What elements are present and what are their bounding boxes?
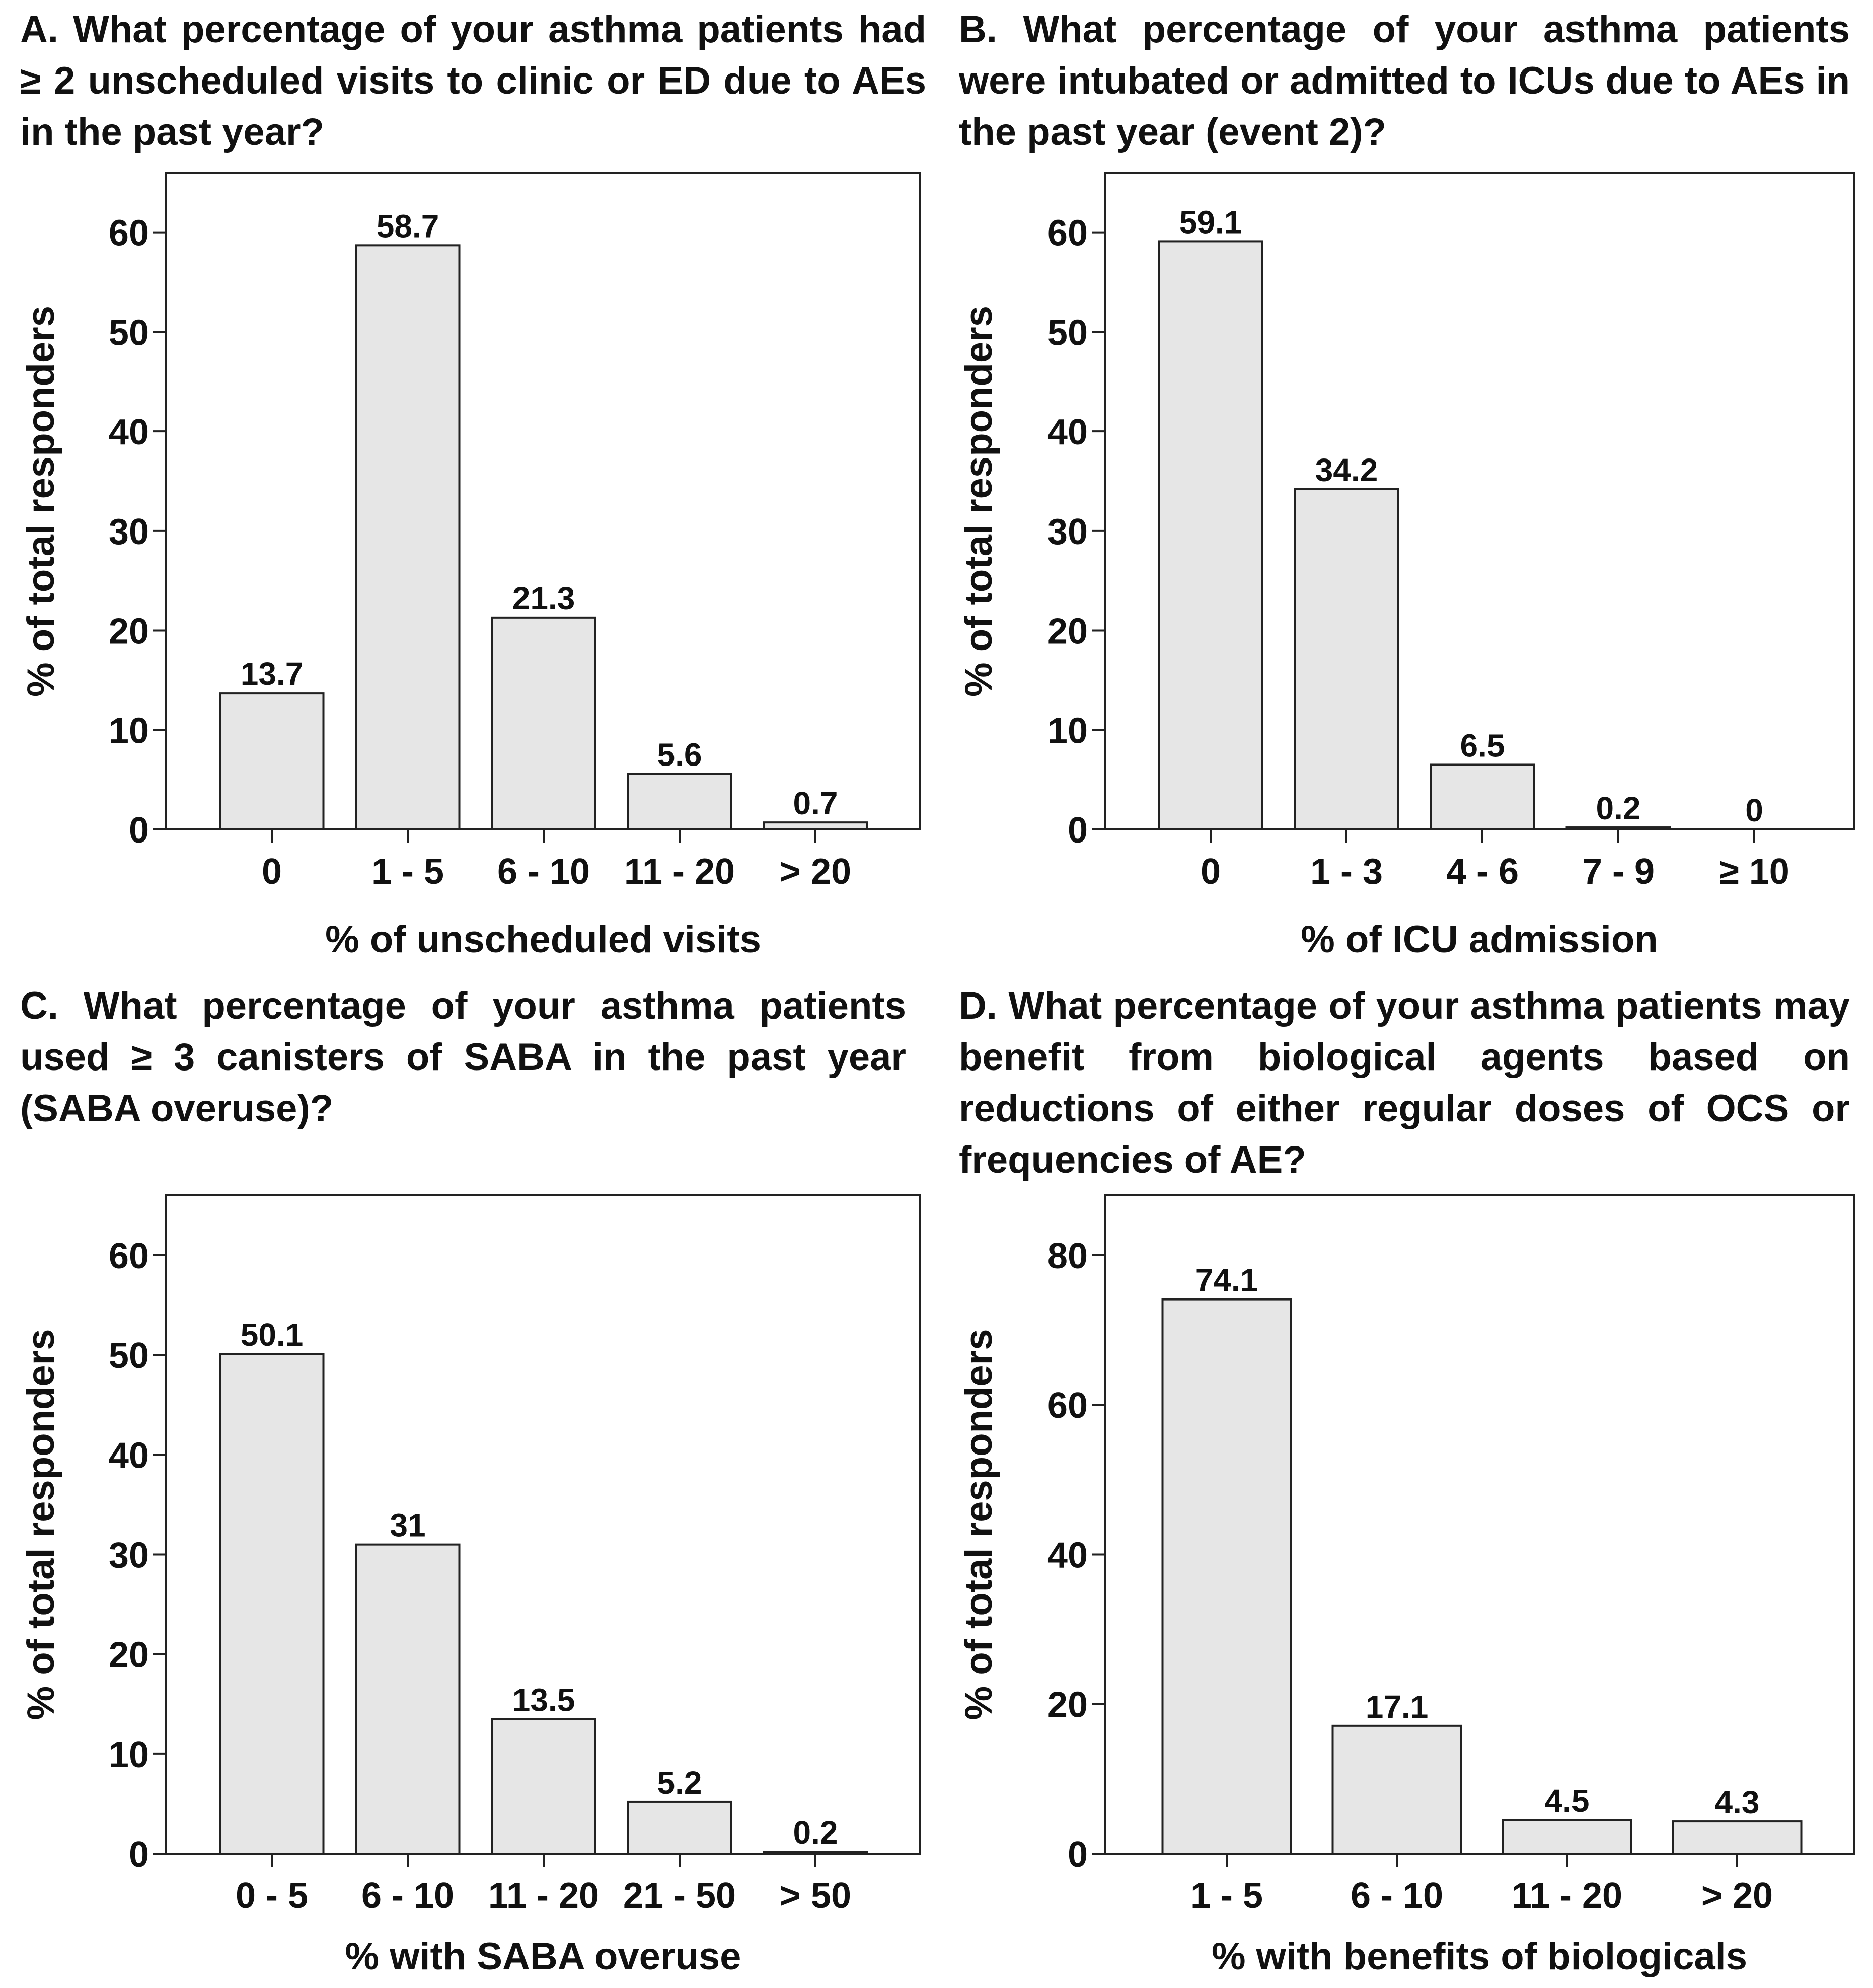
panel-d-y-tick-label: 40: [1047, 1535, 1088, 1575]
panel-d-y-axis-title: % of total responders: [957, 1329, 1000, 1720]
panel-b-y-tick-label: 50: [1047, 313, 1088, 353]
panel-b-y-axis-title: % of total responders: [957, 305, 1000, 697]
panel-d-title: D. What percentage of your asthma patien…: [959, 984, 1850, 1181]
panel-b-bar: [1294, 488, 1399, 830]
panel-d-y-tick-label: 80: [1047, 1236, 1088, 1276]
panel-b-title: B. What percentage of your asthma patien…: [959, 8, 1850, 154]
panel-b-category-label: 1 - 3: [1310, 852, 1383, 892]
panel-a-y-tick-label: 20: [109, 611, 149, 652]
panel-a-value-label: 58.7: [377, 208, 439, 244]
panel-c-category-label: > 50: [780, 1876, 851, 1916]
panel-c-value-label: 31: [390, 1507, 425, 1544]
panel-b-value-label: 6.5: [1460, 727, 1505, 763]
panel-c-category-label: 0 - 5: [236, 1876, 308, 1916]
panel-c-y-tick-label: 10: [109, 1735, 149, 1775]
panel-b-category-label: 7 - 9: [1582, 852, 1655, 892]
panel-a-category-label: 6 - 10: [497, 852, 590, 892]
panel-c-bar: [355, 1543, 461, 1855]
panel-c-y-tick-label: 50: [109, 1336, 149, 1376]
panel-a-y-tick-label: 30: [109, 512, 149, 552]
panel-d-y-tick-label: 20: [1047, 1685, 1088, 1725]
panel-d-value-label: 17.1: [1366, 1689, 1429, 1725]
panel-a-category-label: 11 - 20: [624, 852, 735, 892]
panel-d-category-label: 11 - 20: [1512, 1876, 1622, 1916]
panel-d-value-label: 4.5: [1545, 1783, 1590, 1819]
panel-b-y-tick-label: 20: [1047, 611, 1088, 652]
panel-b-value-label: 0: [1745, 792, 1763, 828]
panel-b-y-tick-label: 30: [1047, 512, 1088, 552]
panel-c-bar: [763, 1851, 868, 1855]
panel-a-title: A. What percentage of your asthma patien…: [20, 8, 926, 154]
panel-d-bar: [1161, 1298, 1292, 1855]
panel-a-y-tick-label: 40: [109, 412, 149, 452]
panel-b-bar: [1158, 240, 1263, 831]
panel-c-category-label: 21 - 50: [623, 1876, 736, 1916]
panel-a-value-label: 13.7: [241, 656, 304, 692]
panel-b-value-label: 34.2: [1315, 452, 1378, 488]
panel-d-bar: [1672, 1820, 1803, 1855]
panel-d-plot-frame: [1104, 1194, 1855, 1855]
panel-c-bar: [219, 1353, 325, 1855]
panel-c-value-label: 0.2: [793, 1814, 838, 1851]
panel-b-y-tick-label: 10: [1047, 711, 1088, 751]
panel-c-y-tick-label: 20: [109, 1635, 149, 1675]
panel-b-category-label: ≥ 10: [1719, 852, 1789, 892]
panel-a-y-tick-label: 10: [109, 711, 149, 751]
panel-a-y-tick-label: 60: [109, 213, 149, 254]
panel-a-bar: [627, 773, 732, 830]
panel-b-y-tick-label: 60: [1047, 213, 1088, 254]
panel-c-value-label: 5.2: [657, 1765, 702, 1801]
panel-a-value-label: 5.6: [657, 736, 702, 773]
panel-c-bar: [491, 1718, 596, 1855]
panel-d-x-axis-title: % with benefits of biologicals: [1212, 1935, 1747, 1978]
panel-a-x-axis-title: % of unscheduled visits: [325, 918, 761, 961]
panel-a-value-label: 0.7: [793, 785, 838, 821]
panel-b-bar: [1430, 763, 1535, 831]
panel-d-value-label: 4.3: [1715, 1784, 1760, 1820]
panel-d-y-tick-label: 0: [1068, 1834, 1088, 1875]
panel-a-bar: [491, 616, 596, 831]
panel-b-value-label: 0.2: [1596, 790, 1641, 826]
panel-a-bar: [763, 821, 868, 830]
panel-a-value-label: 21.3: [512, 580, 575, 617]
panel-d-category-label: 6 - 10: [1351, 1876, 1443, 1916]
panel-c-y-tick-label: 40: [109, 1435, 149, 1476]
panel-a-category-label: 0: [262, 852, 282, 892]
panel-b-bar: [1565, 826, 1671, 830]
panel-c-x-axis-title: % with SABA overuse: [345, 1935, 741, 1978]
panel-d-value-label: 74.1: [1195, 1262, 1258, 1298]
panel-a-y-tick-label: 50: [109, 313, 149, 353]
panel-c-category-label: 6 - 10: [361, 1876, 454, 1916]
panel-a-bar: [219, 692, 325, 830]
panel-b-x-axis-title: % of ICU admission: [1301, 918, 1658, 961]
panel-d-category-label: 1 - 5: [1190, 1876, 1263, 1916]
panel-c-category-label: 11 - 20: [488, 1876, 599, 1916]
panel-a-bar: [355, 244, 461, 830]
panel-b-y-tick-label: 0: [1068, 810, 1088, 851]
panel-a-category-label: > 20: [780, 852, 851, 892]
panel-b-category-label: 4 - 6: [1446, 852, 1519, 892]
panel-d-y-tick-label: 60: [1047, 1386, 1088, 1426]
panel-b-y-tick-label: 40: [1047, 412, 1088, 452]
panel-d-bar: [1331, 1724, 1462, 1855]
panel-c-value-label: 13.5: [512, 1681, 575, 1718]
panel-b-category-label: 0: [1201, 852, 1221, 892]
panel-c-title: C. What percentage of your asthma patien…: [20, 984, 906, 1130]
panel-a-y-axis-title: % of total responders: [20, 305, 62, 697]
panel-c-y-axis-title: % of total responders: [20, 1329, 62, 1720]
panel-c-y-tick-label: 0: [129, 1834, 149, 1875]
panel-d-bar: [1502, 1819, 1632, 1855]
panel-a-category-label: 1 - 5: [371, 852, 444, 892]
panel-c-bar: [627, 1800, 732, 1855]
panel-c-value-label: 50.1: [241, 1317, 304, 1353]
panel-c-y-tick-label: 30: [109, 1535, 149, 1575]
panel-b-value-label: 59.1: [1179, 204, 1242, 240]
panel-c-y-tick-label: 60: [109, 1236, 149, 1276]
panel-a-y-tick-label: 0: [129, 810, 149, 851]
panel-d-category-label: > 20: [1701, 1876, 1773, 1916]
